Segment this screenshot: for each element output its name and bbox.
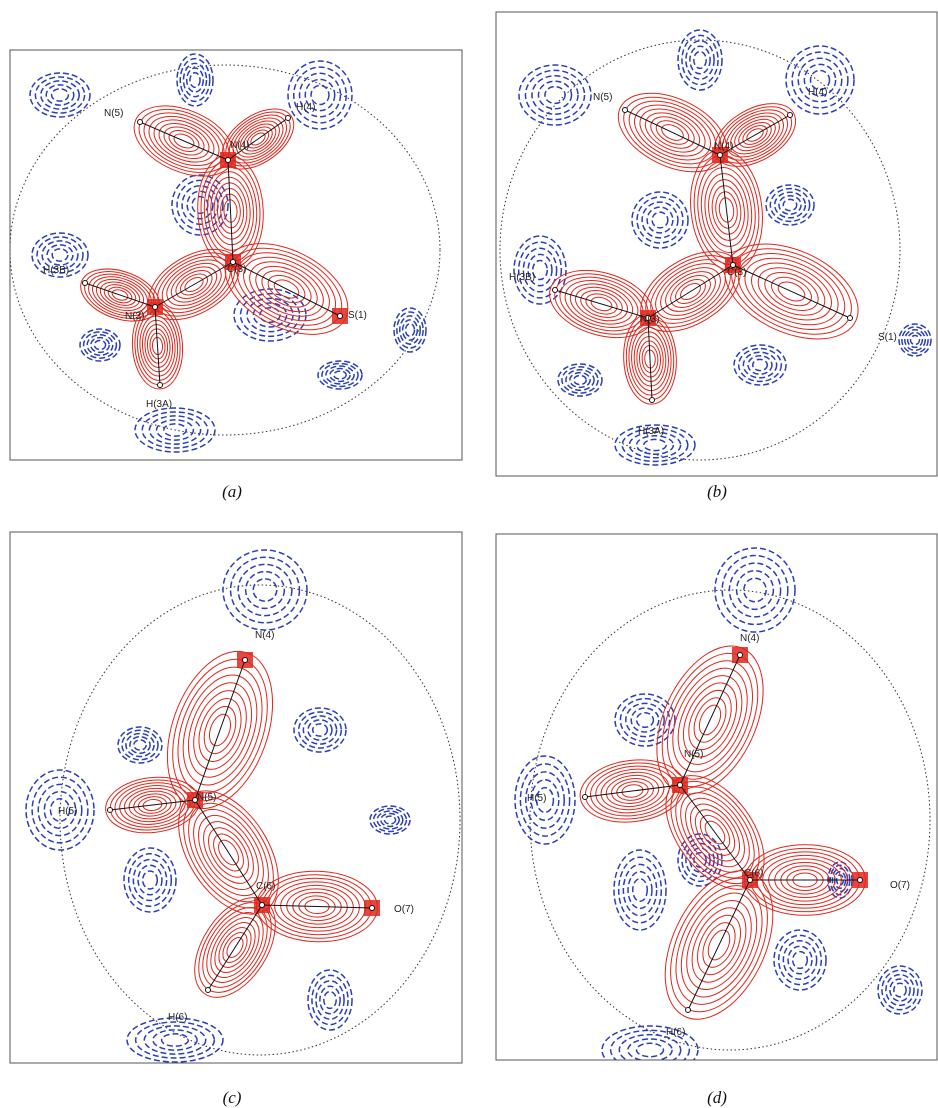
atom-label: N(5) <box>197 792 216 803</box>
atom <box>370 906 375 911</box>
atom-label: N(4) <box>714 141 733 152</box>
panel-frame <box>10 532 462 1063</box>
atom-label: S(1) <box>878 332 897 343</box>
atom-label: C(3) <box>727 267 746 278</box>
atom-label: S(1) <box>348 310 367 321</box>
atom-label: N(5) <box>104 108 123 119</box>
atom <box>553 288 558 293</box>
atom <box>650 398 655 403</box>
atom-label: H(6) <box>666 1027 685 1038</box>
atom <box>678 783 683 788</box>
atom <box>243 658 248 663</box>
atom <box>153 305 158 310</box>
figure: (a) (b) (c) (d) N(5) H(4) N(4) H(3B) C(3) N(3… <box>0 0 938 1108</box>
atom-label: O(7) <box>890 880 910 891</box>
panel-caption: (c) <box>223 1088 242 1107</box>
atom-label: C(6) <box>744 868 763 879</box>
atom-label: C(3) <box>227 264 246 275</box>
panel-frame <box>496 12 937 476</box>
atom <box>848 316 853 321</box>
atom-label: H(4) <box>808 87 827 98</box>
atom-label: N(5) <box>684 749 703 760</box>
atom <box>226 158 231 163</box>
atom-label: N(4) <box>230 140 249 151</box>
atom-label: N(4) <box>740 633 759 644</box>
atom <box>286 116 291 121</box>
atom-label: C(6) <box>256 881 275 892</box>
atom <box>718 153 723 158</box>
panel-caption: (a) <box>222 482 242 501</box>
atom <box>158 383 163 388</box>
atom-label: O(7) <box>394 904 414 915</box>
atom <box>260 903 265 908</box>
panel-frame <box>496 534 937 1060</box>
atom <box>83 281 88 286</box>
atom <box>738 653 743 658</box>
atom <box>338 314 343 319</box>
atom <box>583 795 588 800</box>
atom-label: H(3A) <box>638 426 664 437</box>
atom-label: N(3) <box>125 311 144 322</box>
atom-label: N(5) <box>593 92 612 103</box>
atom <box>206 988 211 993</box>
atom <box>108 808 113 813</box>
atom-label: N(3) <box>640 314 659 325</box>
atom-label: H(3B) <box>509 272 535 283</box>
atom <box>686 1008 691 1013</box>
atom <box>623 108 628 113</box>
atom <box>788 113 793 118</box>
atom-label: H(3A) <box>146 399 172 410</box>
panel-caption: (b) <box>707 482 727 501</box>
atom-label: H(3B) <box>43 265 69 276</box>
atom <box>138 120 143 125</box>
panel-caption: (d) <box>707 1088 727 1107</box>
atom-label: H(6) <box>168 1012 187 1023</box>
atom-label: N(4) <box>255 630 274 641</box>
atom-label: H(5) <box>58 806 77 817</box>
atom-label: H(4) <box>296 102 315 113</box>
atom <box>858 878 863 883</box>
atom-label: H(5) <box>527 793 546 804</box>
